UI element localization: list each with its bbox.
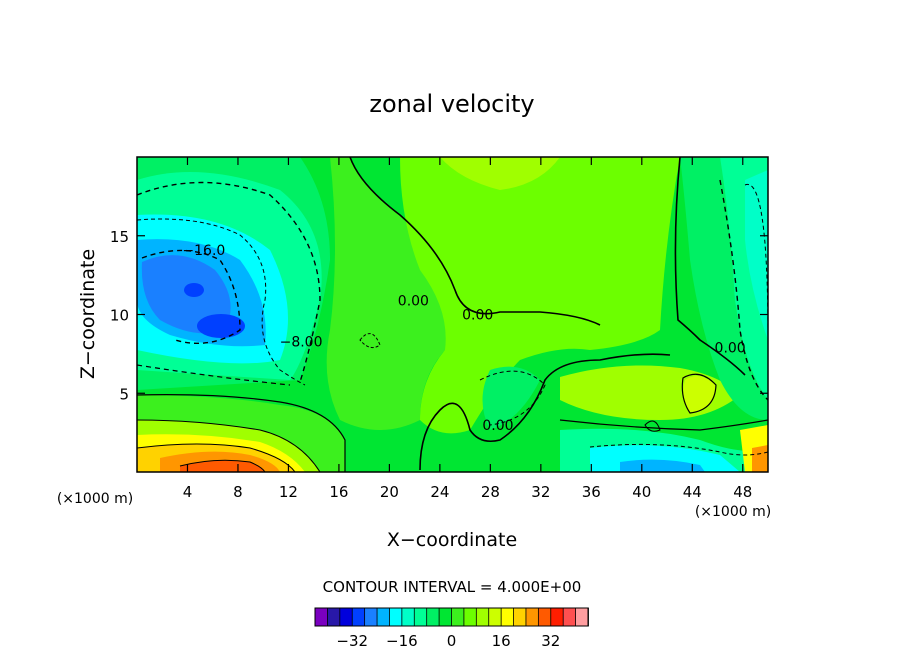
colorbar-tick-label: −32 (336, 632, 368, 650)
colorbar-swatch (463, 607, 478, 627)
x-tick-label: 12 (279, 483, 298, 501)
colorbar-swatch (327, 607, 341, 627)
contour-label: 0.00 (715, 341, 746, 357)
x-tick-label: 24 (430, 483, 449, 501)
x-tick-label: 32 (531, 483, 550, 501)
region-center (400, 157, 680, 434)
contour-interval-text: CONTOUR INTERVAL = 4.000E+00 (323, 578, 582, 596)
region-top-center (440, 157, 560, 190)
region-mid-left (326, 157, 470, 430)
colorbar-swatch (475, 607, 490, 627)
colorbar-swatch (426, 607, 440, 627)
contour-zero-line (674, 157, 746, 376)
colorbar-swatch (513, 607, 527, 627)
region-center-pocket (482, 366, 540, 430)
region-bottom-left-6 (180, 460, 265, 472)
x-tick-label: 20 (380, 483, 399, 501)
colorbar-swatch (401, 607, 416, 627)
colorbar: −32 −16 0 16 32 (314, 607, 589, 650)
x-tick-label: 36 (582, 483, 601, 501)
colorbar-tick-label: −16 (386, 632, 418, 650)
colorbar-swatch (488, 607, 503, 627)
contour-line (719, 179, 768, 401)
colorbar-swatch (364, 607, 378, 627)
colorbar-swatch (438, 607, 453, 627)
x-tick-label: 8 (233, 483, 243, 501)
colorbar-swatch (525, 607, 540, 627)
contour-line (179, 459, 266, 472)
contour-label: −8.00 (280, 334, 323, 350)
contour-labels: −16.0 0.00 0.00 −8.00 0.00 0.00 (182, 243, 745, 434)
region-blue-core-small (184, 283, 204, 297)
y-tick-label: 5 (119, 385, 129, 403)
colorbar-swatch (314, 607, 329, 627)
region-blue-core (197, 314, 245, 338)
colorbar-frame (314, 607, 589, 627)
contour-line (479, 370, 546, 426)
contour-zero-line (349, 157, 601, 326)
contour-zero-line (419, 353, 671, 471)
contour-label: 0.00 (462, 308, 493, 324)
colorbar-tick-label: 0 (447, 632, 457, 650)
region-bottom-right-hot (752, 445, 768, 472)
x-unit-right: (×1000 m) (695, 504, 771, 520)
x-tick-label: 16 (329, 483, 348, 501)
x-axis-label: X−coordinate (387, 529, 517, 551)
colorbar-swatch (562, 607, 577, 627)
colorbar-swatch (537, 607, 552, 627)
contour-label: 0.00 (482, 418, 513, 434)
colorbar-tick-label: 32 (541, 632, 560, 650)
colorbar-swatch (451, 607, 465, 627)
y-tick-label: 10 (110, 307, 129, 325)
contour-line (137, 364, 291, 386)
colorbar-swatch (500, 607, 515, 627)
x-tick-label: 48 (733, 483, 752, 501)
colorbar-swatch (351, 607, 366, 627)
x-tick-label: 28 (481, 483, 500, 501)
colorbar-swatch (550, 607, 565, 627)
contour-line (141, 249, 241, 345)
x-tick-label: 44 (683, 483, 702, 501)
x-tick-label: 40 (632, 483, 651, 501)
contour-line (137, 419, 321, 472)
x-tick-label: 4 (183, 483, 193, 501)
contour-line (589, 443, 768, 456)
colorbar-swatch (413, 607, 428, 627)
y-axis-label: Z−coordinate (77, 249, 99, 379)
colorbar-swatch (376, 607, 391, 627)
contour-field (137, 157, 768, 472)
chart-title: zonal velocity (369, 90, 534, 118)
contour-line (137, 394, 346, 472)
contour-label: −16.0 (182, 243, 225, 259)
region-right-core (745, 170, 768, 340)
x-unit-left: (×1000 m) (57, 491, 133, 507)
region-right-lobe-core (683, 376, 715, 412)
colorbar-swatch (389, 607, 403, 627)
colorbar-swatch (575, 607, 589, 627)
y-tick-label: 15 (110, 228, 129, 246)
contour-line (137, 443, 296, 472)
colorbar-swatch (339, 607, 354, 627)
contour-line (559, 419, 768, 431)
contour-line (681, 373, 717, 414)
contour-line (644, 420, 661, 432)
contour-line (137, 218, 306, 386)
colorbar-tick-label: 16 (492, 632, 511, 650)
contour-label: 0.00 (398, 293, 429, 309)
